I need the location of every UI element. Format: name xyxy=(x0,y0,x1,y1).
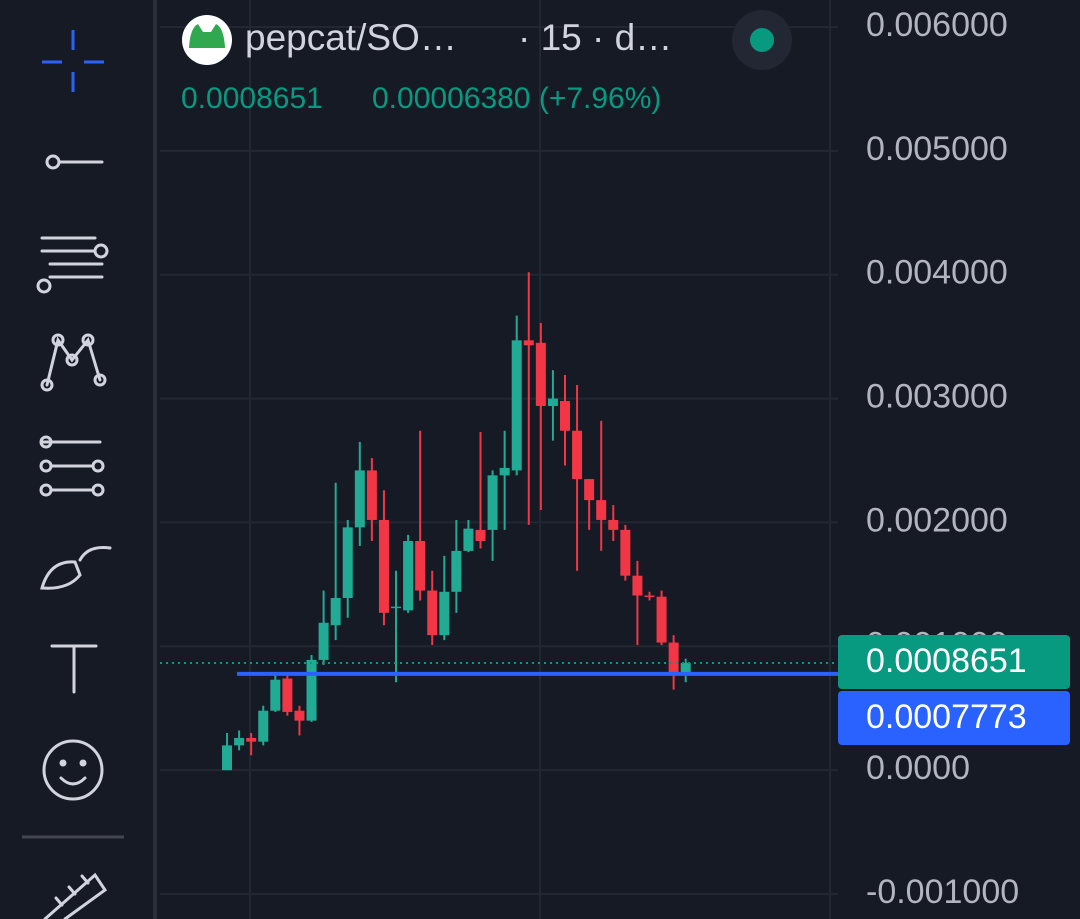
fib-tool[interactable] xyxy=(36,236,109,294)
candle-body xyxy=(547,398,558,406)
text-tool[interactable] xyxy=(50,644,98,694)
last-price: 0.0008651 xyxy=(181,82,323,115)
candle-body xyxy=(270,679,281,711)
trend-line-tool[interactable] xyxy=(45,154,104,170)
candle-body xyxy=(523,340,534,346)
crosshair-tool[interactable] xyxy=(42,30,104,92)
candle-body xyxy=(306,659,317,721)
candle-body xyxy=(330,597,341,626)
candle-body xyxy=(222,745,233,771)
price_line-tag-label: 0.0008651 xyxy=(866,642,1027,680)
candle-body xyxy=(451,550,462,592)
candle-body xyxy=(656,596,667,643)
candle-body xyxy=(608,519,619,530)
candle-body xyxy=(596,500,607,520)
candle-body xyxy=(584,479,595,501)
candle-body xyxy=(366,470,377,520)
brush-tool[interactable] xyxy=(40,546,112,590)
candle-body xyxy=(620,529,631,576)
candle-body xyxy=(427,590,438,636)
symbol-icon-cat xyxy=(189,24,225,48)
candle-body xyxy=(475,529,486,542)
candle-body xyxy=(644,595,655,598)
prediction-tool[interactable] xyxy=(39,435,105,497)
y-tick-label: 0.006000 xyxy=(866,6,1008,44)
candle-body xyxy=(487,475,498,530)
emoji-tool[interactable] xyxy=(42,739,104,801)
plot-area xyxy=(160,0,838,919)
candle-body xyxy=(282,678,293,712)
candle-body xyxy=(632,575,643,596)
y-tick-label: 0.005000 xyxy=(866,130,1008,168)
y-tick-label: 0.004000 xyxy=(866,254,1008,292)
candle-body xyxy=(535,342,546,406)
y-tick-label: 0.003000 xyxy=(866,378,1008,416)
ruler-tool[interactable] xyxy=(43,872,108,919)
price-change: 0.00006380 (+7.96%) xyxy=(372,82,661,115)
horizontal_line-tag-label: 0.0007773 xyxy=(866,698,1027,736)
candle-body xyxy=(463,528,474,551)
candle-body xyxy=(354,470,365,528)
candle-body xyxy=(258,710,269,742)
header: pepcat/SO… · 15 · d… 0.0008651 0.0000638… xyxy=(181,10,792,115)
y-tick-label: -0.001000 xyxy=(866,873,1019,911)
candle-body xyxy=(378,519,389,613)
interval[interactable]: · 15 · d… xyxy=(518,17,672,58)
candle-body xyxy=(572,430,583,480)
candle-body xyxy=(511,340,522,471)
symbol-name[interactable]: pepcat/SO… xyxy=(245,17,457,58)
candle-body xyxy=(668,642,679,673)
candle-body xyxy=(415,541,426,591)
candle-body xyxy=(246,737,257,742)
candle-body xyxy=(234,737,245,746)
candle-body xyxy=(403,541,414,611)
pattern-tool[interactable] xyxy=(40,333,107,392)
candle-body xyxy=(439,591,450,636)
candle-body xyxy=(391,606,402,609)
candle-body xyxy=(499,467,510,476)
candle-body xyxy=(559,401,570,431)
candle-body xyxy=(294,710,305,721)
horizontal_line-tag xyxy=(838,691,1070,746)
candle-body xyxy=(342,527,353,598)
candle-body xyxy=(318,622,329,660)
toolbar xyxy=(22,30,124,919)
y-tick-label: 0.002000 xyxy=(866,501,1008,539)
price_line-tag xyxy=(838,635,1070,690)
status-dot xyxy=(750,28,774,52)
candle-body xyxy=(680,663,691,673)
y-tick-label: 0.0000 xyxy=(866,749,970,787)
